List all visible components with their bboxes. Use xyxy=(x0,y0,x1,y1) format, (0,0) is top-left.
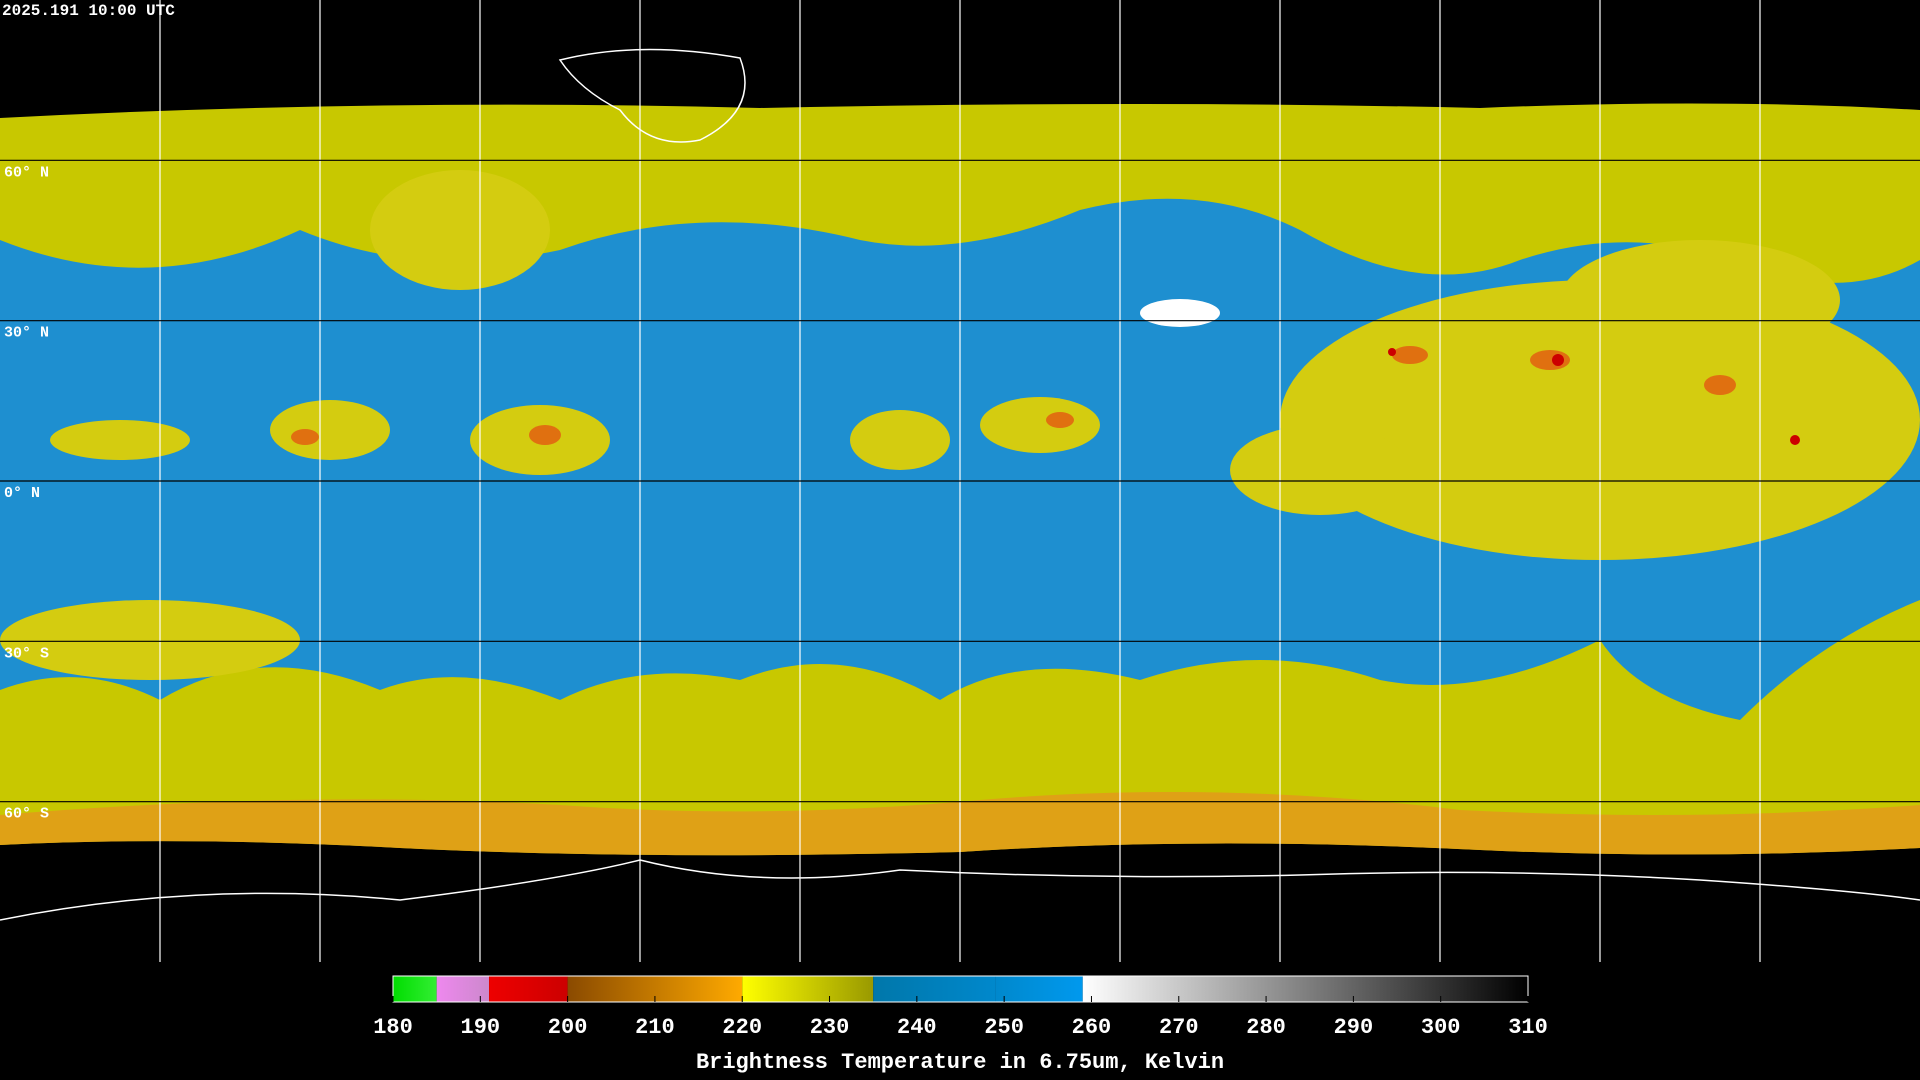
colorbar-tick-label: 300 xyxy=(1421,1015,1461,1040)
antarctica-outline xyxy=(0,859,1920,921)
colorbar-tick-label: 250 xyxy=(984,1015,1024,1040)
latitude-label: 60° S xyxy=(4,806,49,823)
colorbar-segment xyxy=(436,976,490,1002)
colorbar-tick-label: 260 xyxy=(1072,1015,1112,1040)
colorbar-segment xyxy=(489,976,568,1002)
timestamp: 2025.191 10:00 UTC xyxy=(2,2,175,20)
colorbar-tick-label: 190 xyxy=(461,1015,501,1040)
latitude-label: 30° S xyxy=(4,645,49,662)
latitude-label: 0° N xyxy=(4,485,40,502)
colorbar: 180 190 200 210 220 230 240 250 260 270 280 290 300 3… xyxy=(373,975,1548,1040)
graticule: 60° N 30° N 0° N 30° S 60° S xyxy=(4,0,1761,962)
colorbar-frame xyxy=(392,975,1529,1003)
cold-cloud-tops xyxy=(1388,348,1800,445)
colorbar-tick-label: 230 xyxy=(810,1015,850,1040)
colorbar-tick-label: 310 xyxy=(1508,1015,1548,1040)
latitude-label: 60° N xyxy=(4,164,49,181)
dry-anomaly xyxy=(1140,299,1220,327)
colorbar-segment xyxy=(393,976,437,1002)
colorbar-tick-label: 290 xyxy=(1334,1015,1374,1040)
colorbar-segment xyxy=(873,976,996,1002)
colorbar-tick-label: 280 xyxy=(1246,1015,1286,1040)
colorbar-segment xyxy=(1082,976,1528,1002)
colorbar-tick-label: 270 xyxy=(1159,1015,1199,1040)
colorbar-tick-label: 240 xyxy=(897,1015,937,1040)
colorbar-tick-label: 220 xyxy=(722,1015,762,1040)
latitude-label: 30° N xyxy=(4,325,49,342)
colorbar-title: Brightness Temperature in 6.75um, Kelvin xyxy=(696,1050,1224,1075)
colorbar-segment xyxy=(742,976,874,1002)
colorbar-segment xyxy=(995,976,1083,1002)
colorbar-tick-label: 200 xyxy=(548,1015,588,1040)
colorbar-tick-label: 210 xyxy=(635,1015,675,1040)
greenland-outline xyxy=(558,48,746,143)
colorbar-tick-label: 180 xyxy=(373,1015,413,1040)
